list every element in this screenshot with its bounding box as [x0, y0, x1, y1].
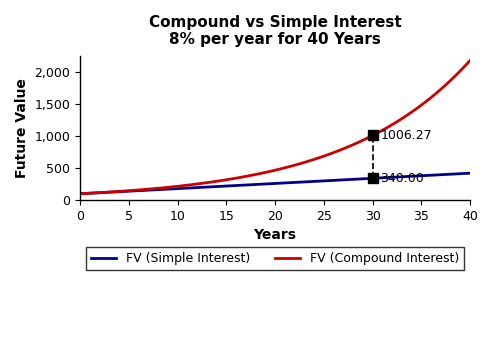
FV (Compound Interest)	[262, 170, 268, 175]
FV (Simple Interest)	[265, 182, 271, 186]
Y-axis label: Future Value: Future Value	[15, 78, 29, 178]
FV (Compound Interest)	[288, 164, 294, 168]
Title: Compound vs Simple Interest
8% per year for 40 Years: Compound vs Simple Interest 8% per year …	[149, 15, 401, 48]
FV (Simple Interest)	[288, 180, 294, 185]
FV (Compound Interest)	[77, 192, 83, 196]
FV (Simple Interest)	[467, 171, 473, 175]
FV (Simple Interest)	[262, 182, 268, 186]
FV (Simple Interest)	[309, 179, 315, 184]
FV (Simple Interest)	[77, 192, 83, 196]
X-axis label: Years: Years	[253, 228, 297, 243]
Text: 1006.27: 1006.27	[381, 129, 432, 142]
FV (Simple Interest)	[397, 175, 403, 179]
Legend: FV (Simple Interest), FV (Compound Interest): FV (Simple Interest), FV (Compound Inter…	[86, 247, 464, 270]
Line: FV (Compound Interest): FV (Compound Interest)	[80, 60, 470, 194]
FV (Compound Interest)	[265, 170, 271, 174]
FV (Compound Interest)	[309, 158, 315, 162]
FV (Compound Interest)	[397, 118, 403, 122]
FV (Simple Interest)	[458, 171, 463, 176]
Line: FV (Simple Interest): FV (Simple Interest)	[80, 173, 470, 194]
FV (Compound Interest)	[467, 58, 473, 62]
FV (Compound Interest)	[458, 68, 463, 73]
Text: 340.00: 340.00	[381, 172, 424, 185]
